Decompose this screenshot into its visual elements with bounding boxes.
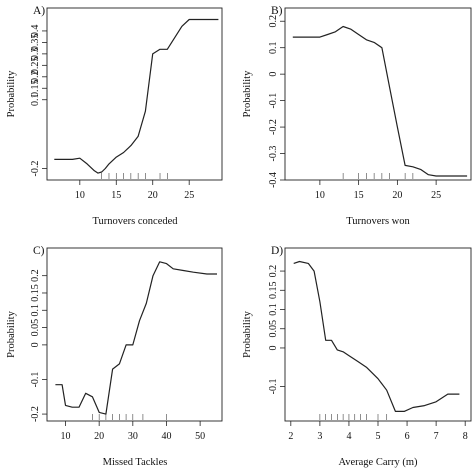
x-axis-label: Turnovers won — [346, 216, 410, 227]
x-tick-label: 4 — [346, 431, 351, 442]
panel-a: A) 10 15 20 25 -0.2 0.10.150.20.250.30.350.4 Tu… — [6, 5, 223, 227]
y-tick-label: 0.15 — [30, 284, 41, 302]
probability-curve — [54, 18, 219, 174]
x-axis-label: Average Carry (m) — [338, 457, 418, 468]
probability-curve — [292, 25, 468, 177]
x-tick-label: 10 — [75, 190, 85, 201]
y-tick-label: 0.4 — [30, 25, 41, 38]
x-tick-label: 20 — [392, 190, 402, 201]
x-tick-label: 30 — [128, 431, 138, 442]
panel-label: B) — [271, 5, 283, 17]
y-tick-label: -0.3 — [268, 146, 279, 162]
y-axis-label: Probability — [6, 70, 17, 117]
probability-curve — [55, 261, 217, 415]
y-tick-label: 0.1 — [30, 304, 41, 317]
x-tick-label: 8 — [463, 431, 468, 442]
y-tick-label: 0.05 — [268, 320, 279, 338]
y-tick-label: -0.2 — [30, 406, 41, 422]
y-axis-label: Probability — [6, 310, 17, 357]
y-tick-label: -0.4 — [268, 172, 279, 188]
x-axis-label: Missed Tackles — [103, 457, 168, 468]
y-tick-label: 0.25 — [30, 57, 41, 75]
x-tick-label: 10 — [61, 431, 71, 442]
y-tick-label: 0.1 — [268, 41, 279, 54]
x-tick-label: 7 — [434, 431, 439, 442]
y-tick-label: 0.05 — [30, 319, 41, 337]
plot-frame — [46, 7, 223, 181]
panel-d: D) 2 3 4 5 6 7 8 -0.1 0 0.05 0.1 0.15 0.2 Average Carr… — [242, 245, 472, 468]
y-tick-label: 0.15 — [30, 80, 41, 98]
x-axis-label: Turnovers conceded — [92, 216, 178, 227]
y-tick-label: 0.35 — [30, 34, 41, 52]
x-tick-label: 25 — [431, 190, 441, 201]
panel-c: C) 10 20 30 40 50 -0.2 -0.1 0 0.05 0.1 0.15 0.2 Misse… — [6, 245, 223, 468]
panel-label: C) — [33, 245, 45, 257]
panel-label: D) — [271, 245, 283, 257]
y-axis-label: Probability — [242, 70, 253, 117]
y-tick-label: 0.2 — [30, 71, 41, 84]
y-tick-label: 0.1 — [30, 93, 41, 106]
x-tick-label: 2 — [288, 431, 293, 442]
x-tick-label: 25 — [184, 190, 194, 201]
x-tick-label: 20 — [94, 431, 104, 442]
plot-frame — [284, 247, 472, 422]
y-tick-label: -0.1 — [268, 378, 279, 394]
y-tick-label: -0.1 — [30, 372, 41, 388]
y-axis-label: Probability — [242, 310, 253, 357]
y-tick-label: 0.3 — [30, 48, 41, 61]
y-tick-label: 0.15 — [268, 282, 279, 300]
y-tick-label: 0 — [30, 342, 41, 347]
panel-b: B) 10 15 20 25 -0.4 -0.3 -0.2 -0.1 0 0.1 0.2 Turnove… — [242, 5, 472, 227]
plot-frame — [46, 247, 223, 422]
y-tick-label: -0.2 — [30, 161, 41, 177]
x-tick-label: 50 — [195, 431, 205, 442]
plot-frame — [284, 7, 472, 181]
x-tick-label: 3 — [317, 431, 322, 442]
x-tick-label: 40 — [161, 431, 171, 442]
x-tick-label: 20 — [148, 190, 158, 201]
x-tick-label: 5 — [376, 431, 381, 442]
y-tick-label: 0.2 — [268, 265, 279, 278]
y-tick-label: 0 — [268, 72, 279, 77]
panel-label: A) — [33, 5, 45, 17]
x-tick-label: 15 — [354, 190, 364, 201]
probability-curve — [293, 260, 460, 412]
y-tick-label: 0.2 — [30, 269, 41, 282]
y-tick-label: 0 — [268, 345, 279, 350]
x-tick-label: 15 — [111, 190, 121, 201]
y-tick-label: 0.1 — [268, 303, 279, 316]
y-tick-label: 0.2 — [268, 15, 279, 28]
x-tick-label: 6 — [405, 431, 410, 442]
y-tick-label: -0.1 — [268, 93, 279, 109]
x-tick-label: 10 — [315, 190, 325, 201]
y-tick-label: -0.2 — [268, 119, 279, 135]
